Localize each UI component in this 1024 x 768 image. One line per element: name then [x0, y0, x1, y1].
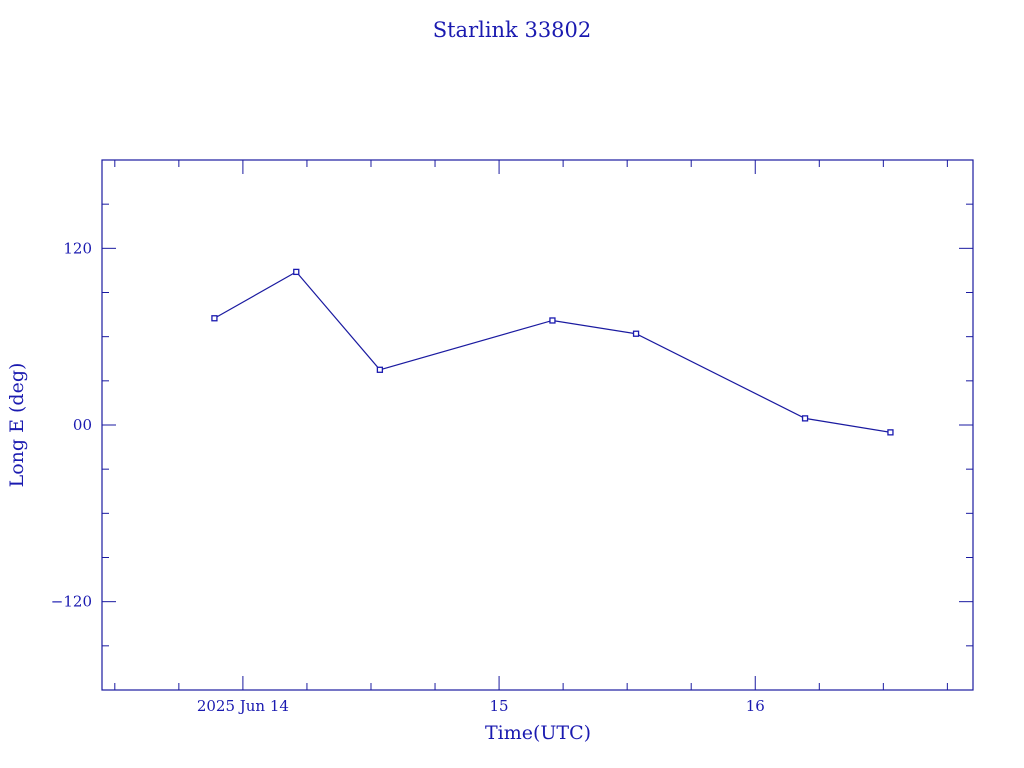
data-point [632, 330, 640, 337]
axis-ticks [102, 160, 973, 690]
data-point [376, 366, 384, 373]
data-point [211, 315, 218, 322]
data-point [549, 317, 556, 324]
x-tick-label: 2025 Jun 14 [197, 697, 289, 715]
chart-title: Starlink 33802 [433, 18, 592, 42]
x-tick-label: 16 [746, 697, 765, 715]
y-tick-label: 00 [73, 416, 92, 434]
data-point [887, 429, 894, 436]
x-axis-label: Time(UTC) [485, 722, 591, 744]
data-point [801, 415, 809, 422]
y-tick-label: −120 [51, 593, 92, 611]
y-axis-label: Long E (deg) [6, 363, 28, 488]
y-tick-label: 120 [63, 239, 92, 257]
series-markers [211, 268, 894, 436]
series-line [214, 271, 891, 433]
data-point [293, 268, 300, 276]
x-tick-label: 15 [490, 697, 509, 715]
tick-labels: 120 00 −120 2025 Jun 14 15 16 [51, 239, 765, 715]
